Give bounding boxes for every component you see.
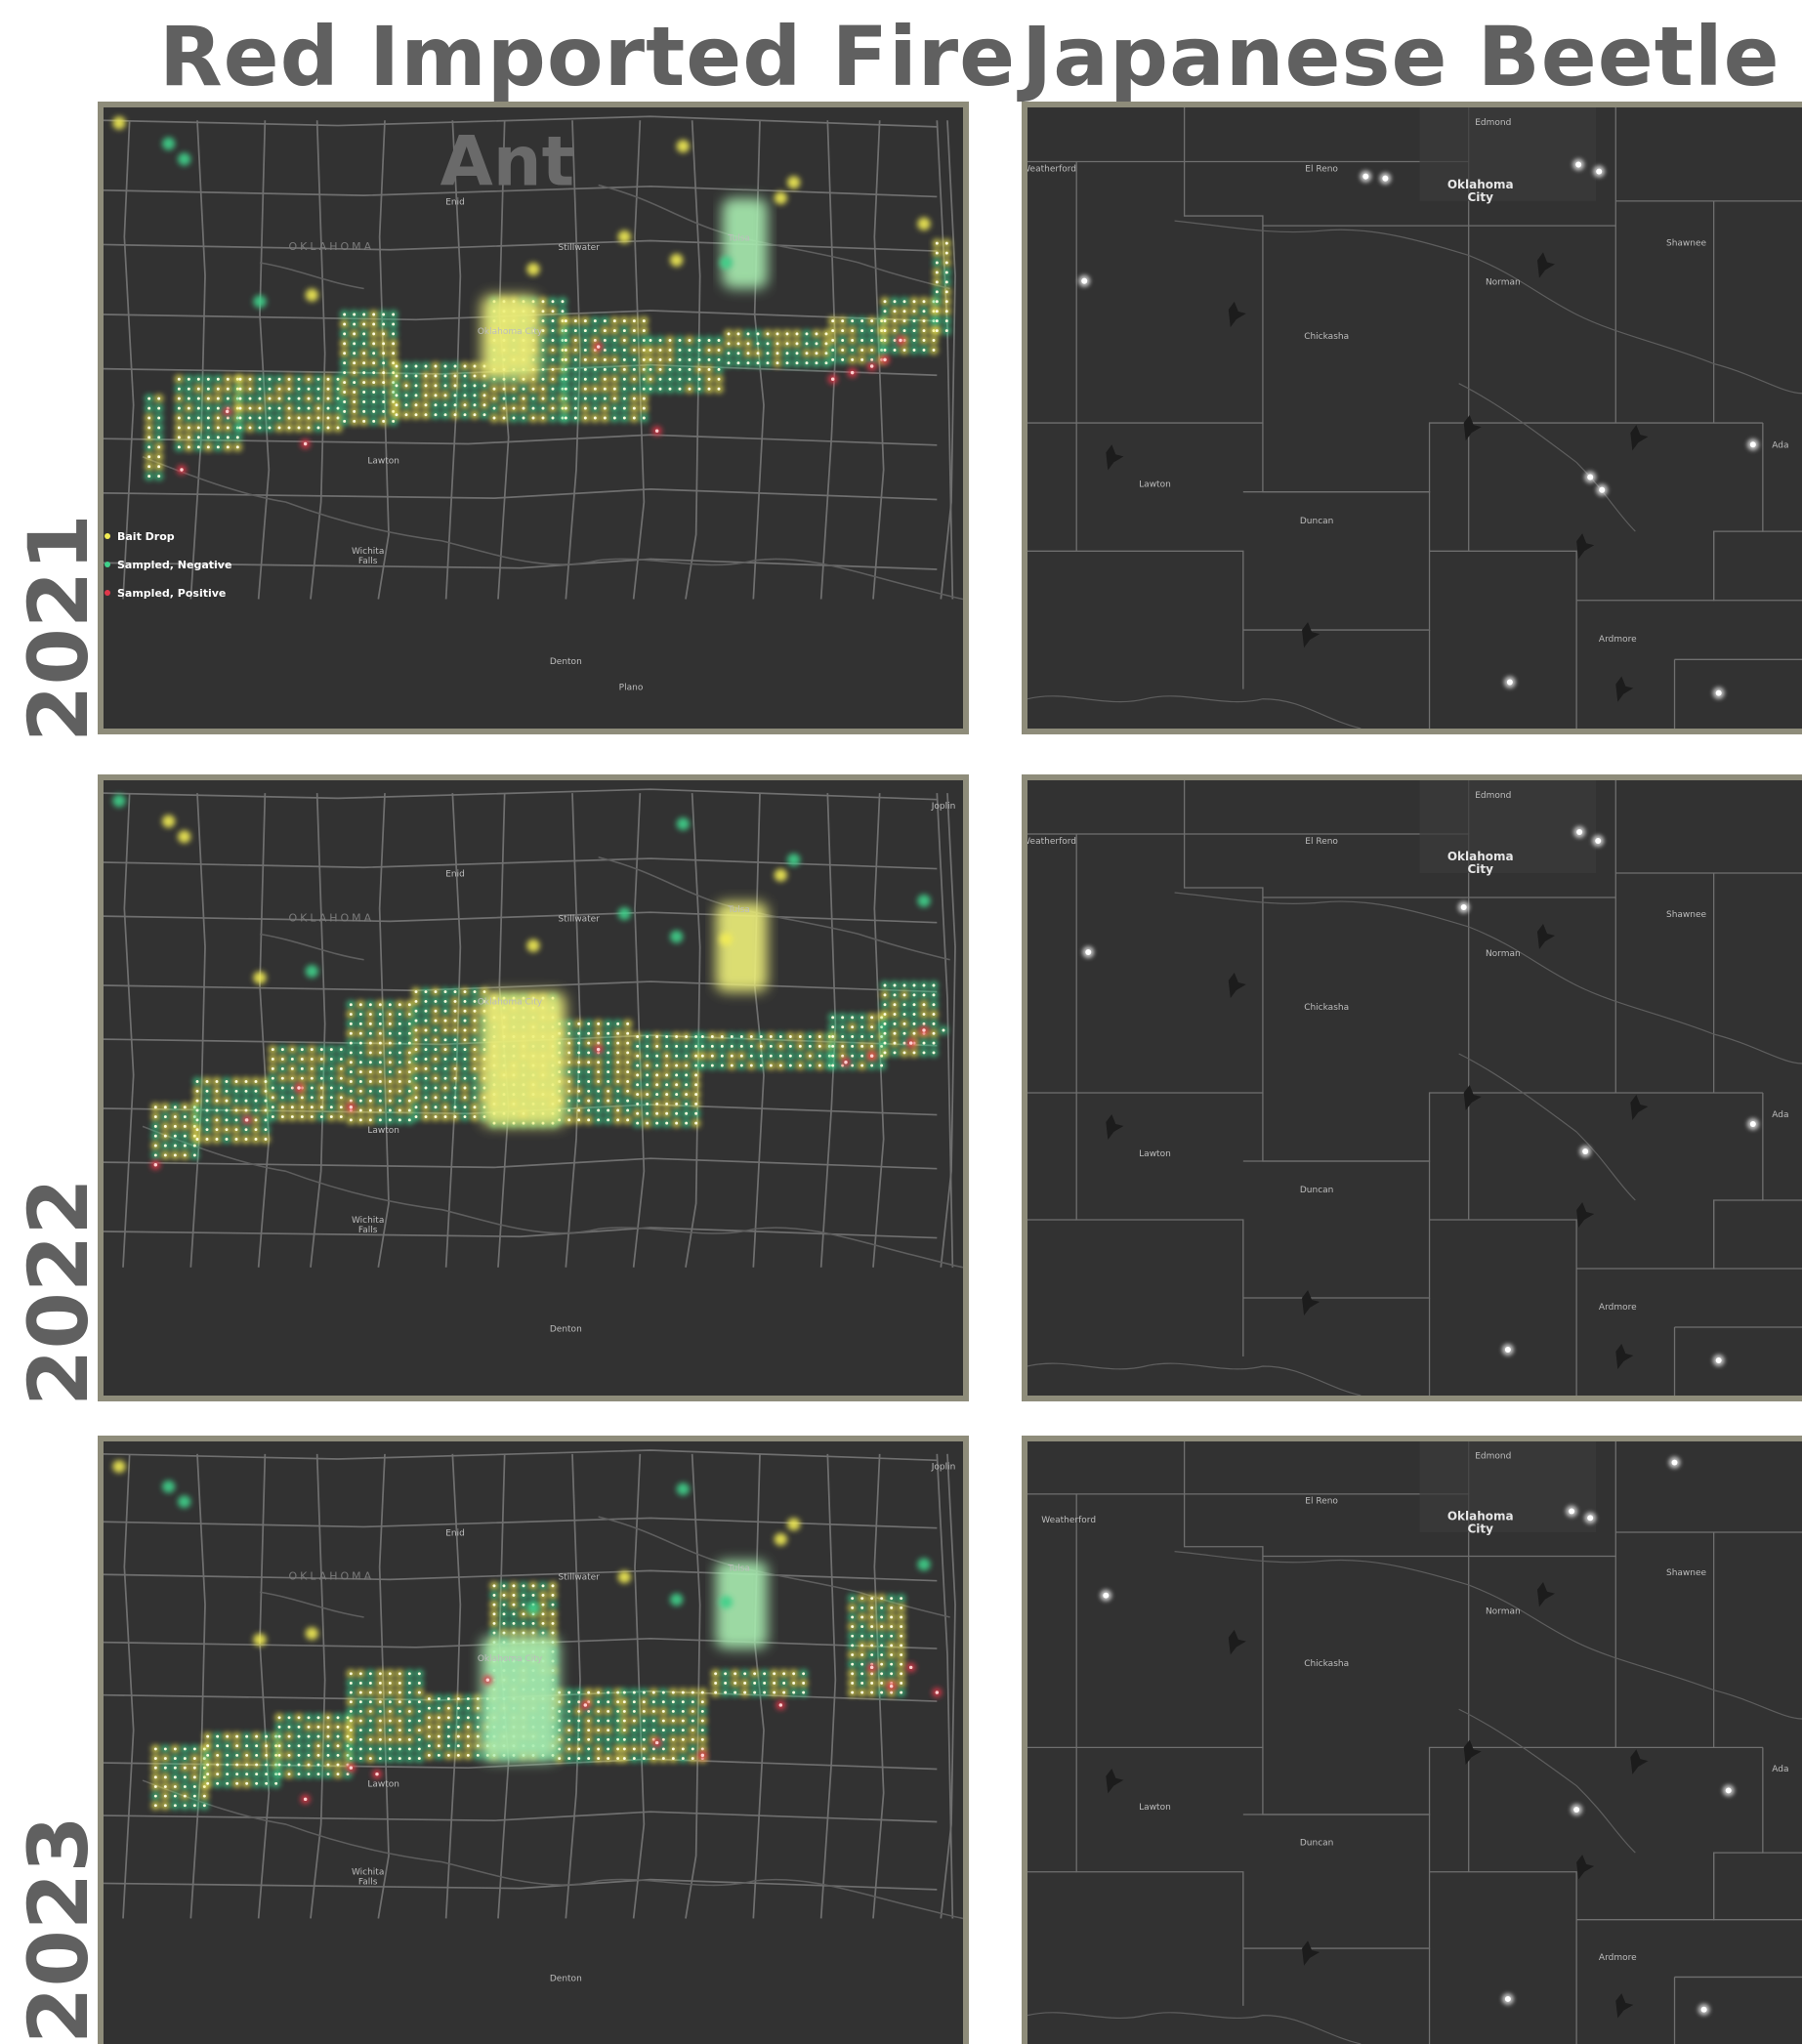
city-label-lawton: Lawton [1139, 480, 1171, 490]
city-label-shawnee: Shawnee [1666, 238, 1707, 248]
fire-ant-map-2023-canvas: OKLAHOMA Enid Stillwater Tulsa Oklahoma City… [104, 1441, 963, 2044]
legend-sampled-negative-swatch [105, 562, 110, 567]
city-label-enid: Enid [445, 1528, 465, 1538]
city-label-weatherford: Weatherford [1027, 165, 1076, 175]
city-label-weatherford: Weatherford [1027, 837, 1076, 847]
city-label-weatherford: Weatherford [1041, 1516, 1096, 1525]
city-label-wichita-falls: Wichita Falls [352, 1867, 384, 1887]
city-label-joplin: Joplin [931, 802, 956, 812]
city-label-ada: Ada [1772, 440, 1788, 450]
city-label-chickasha: Chickasha [1304, 1659, 1349, 1669]
city-label-stillwater: Stillwater [558, 1572, 600, 1582]
county-lines [1027, 107, 1802, 729]
city-label-edmond: Edmond [1475, 118, 1511, 128]
map-background [1027, 1441, 1802, 2044]
beetle-map-2023-canvas: Edmond El Reno Weatherford Oklahoma City Shaw… [1027, 1441, 1802, 2044]
city-label-shawnee: Shawnee [1666, 1568, 1707, 1578]
year-label-2022: 2022 [11, 1178, 106, 1406]
city-label-lawton: Lawton [1139, 1149, 1171, 1159]
legend-bait-drop-label: Bait Drop [117, 530, 175, 543]
county-lines [1027, 780, 1802, 1396]
title-japanese-beetle: Japanese Beetle [1022, 9, 1781, 104]
city-label-el-reno: El Reno [1305, 165, 1338, 175]
fire-ant-map-2021: OKLAHOMA Enid Stillwater Tulsa Oklahoma City… [98, 102, 969, 734]
state-label-oklahoma: OKLAHOMA [288, 911, 374, 924]
city-label-lawton: Lawton [367, 456, 399, 466]
legend-sampled-positive-label: Sampled, Positive [117, 587, 226, 600]
city-label-wichita-falls: Wichita Falls [352, 547, 384, 566]
fire-ant-map-2023: OKLAHOMA Enid Stillwater Tulsa Oklahoma City… [98, 1436, 969, 2044]
city-label-denton: Denton [550, 657, 582, 667]
city-label-edmond: Edmond [1475, 1452, 1511, 1462]
city-label-enid: Enid [445, 197, 465, 207]
year-label-2023: 2023 [11, 1815, 106, 2044]
city-label-plano: Plano [619, 683, 644, 692]
city-label-denton: Denton [550, 1324, 582, 1334]
city-label-ardmore: Ardmore [1599, 635, 1637, 645]
city-label-oklahoma-city: Oklahoma City [1447, 850, 1514, 876]
beetle-trap-points [1082, 826, 1759, 1366]
city-label-oklahoma-city: Oklahoma City [478, 1654, 543, 1664]
city-label-oklahoma-city: Oklahoma City [1447, 178, 1514, 204]
beetle-trap-points [1100, 1456, 1735, 2016]
city-label-norman: Norman [1486, 949, 1521, 959]
city-label-wichita-falls: Wichita Falls [352, 1216, 384, 1235]
legend-bait-drop-swatch [105, 533, 110, 539]
fire-ant-map-2022: OKLAHOMA Enid Stillwater Tulsa Oklahoma City… [98, 774, 969, 1401]
beetle-map-2023: Edmond El Reno Weatherford Oklahoma City Shaw… [1022, 1436, 1802, 2044]
city-label-lawton: Lawton [1139, 1803, 1171, 1813]
legend-sampled-negative-label: Sampled, Negative [117, 559, 231, 571]
legend-sampled-positive-swatch [105, 590, 110, 596]
map-background [1027, 107, 1802, 729]
year-label-2021: 2021 [11, 514, 106, 742]
survey-points [112, 1460, 943, 1811]
city-label-stillwater: Stillwater [558, 243, 600, 253]
city-label-shawnee: Shawnee [1666, 910, 1707, 920]
city-label-ada: Ada [1772, 1110, 1788, 1120]
city-label-oklahoma-city: Oklahoma City [1447, 1509, 1514, 1535]
city-label-denton: Denton [550, 1975, 582, 1984]
city-label-oklahoma-city: Oklahoma City [478, 327, 543, 337]
city-label-edmond: Edmond [1475, 791, 1511, 801]
city-label-enid: Enid [445, 869, 465, 879]
city-label-norman: Norman [1486, 1606, 1521, 1616]
beetle-trap-points [1078, 158, 1759, 699]
city-label-el-reno: El Reno [1305, 837, 1338, 847]
state-label-oklahoma: OKLAHOMA [288, 240, 374, 253]
city-label-ardmore: Ardmore [1599, 1303, 1637, 1313]
city-label-el-reno: El Reno [1305, 1497, 1338, 1507]
fire-ant-map-2022-canvas: OKLAHOMA Enid Stillwater Tulsa Oklahoma City… [104, 780, 963, 1396]
city-label-duncan: Duncan [1300, 1838, 1334, 1848]
city-label-lawton: Lawton [367, 1779, 399, 1789]
city-label-duncan: Duncan [1300, 517, 1334, 526]
city-label-ada: Ada [1772, 1765, 1788, 1774]
survey-points [112, 794, 948, 1170]
city-label-norman: Norman [1486, 278, 1521, 288]
city-label-tulsa: Tulsa [727, 233, 750, 243]
county-lines [1027, 1441, 1802, 2044]
city-label-stillwater: Stillwater [558, 914, 600, 924]
fire-ant-map-2021-canvas: OKLAHOMA Enid Stillwater Tulsa Oklahoma City… [104, 107, 963, 729]
title-red-imported-fire-ant: Red Imported Fire [159, 9, 1017, 104]
city-label-chickasha: Chickasha [1304, 1003, 1349, 1013]
title-ant-overlay: Ant [440, 122, 574, 202]
city-label-chickasha: Chickasha [1304, 332, 1349, 342]
city-label-joplin: Joplin [931, 1462, 956, 1472]
survey-points [112, 116, 951, 481]
city-label-tulsa: Tulsa [727, 1564, 750, 1573]
city-label-lawton: Lawton [367, 1126, 399, 1136]
city-label-duncan: Duncan [1300, 1186, 1334, 1195]
city-label-tulsa: Tulsa [727, 905, 750, 915]
state-label-oklahoma: OKLAHOMA [288, 1569, 374, 1582]
city-label-ardmore: Ardmore [1599, 1953, 1637, 1963]
city-label-oklahoma-city: Oklahoma City [478, 998, 543, 1008]
map-background [1027, 780, 1802, 1396]
